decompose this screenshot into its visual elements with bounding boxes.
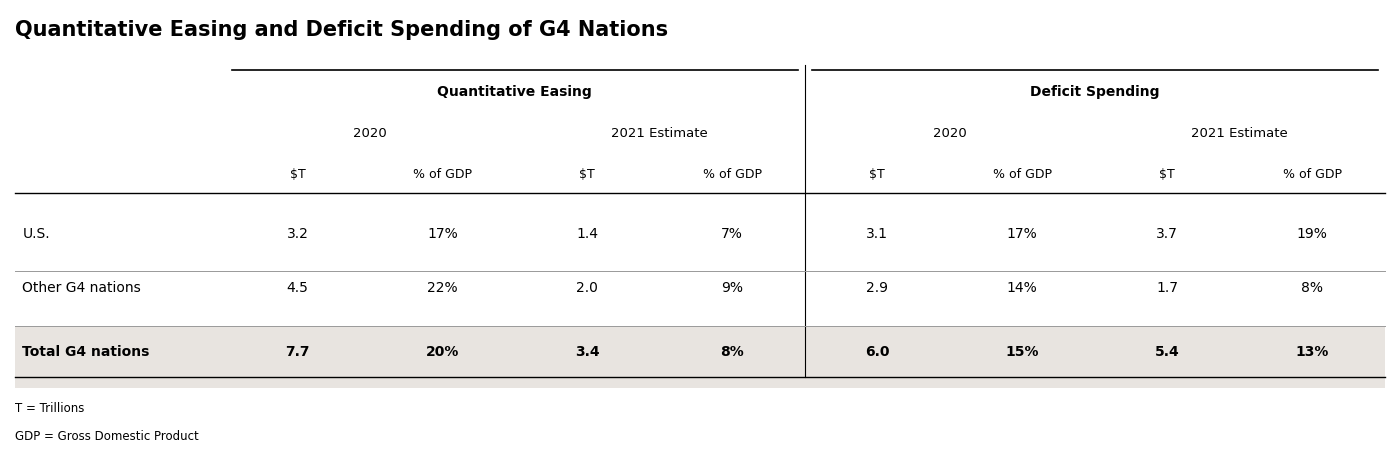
Text: 2021 Estimate: 2021 Estimate	[1191, 127, 1288, 140]
Text: 7%: 7%	[721, 227, 743, 240]
Text: 15%: 15%	[1005, 345, 1039, 359]
Text: U.S.: U.S.	[22, 227, 50, 240]
Text: 2020: 2020	[353, 127, 386, 140]
Text: 2021 Estimate: 2021 Estimate	[612, 127, 708, 140]
Text: Quantitative Easing: Quantitative Easing	[437, 86, 592, 99]
Text: $T: $T	[869, 168, 885, 181]
Text: 4.5: 4.5	[287, 281, 308, 295]
Text: T = Trillions: T = Trillions	[15, 402, 85, 415]
Text: 22%: 22%	[427, 281, 458, 295]
Text: Quantitative Easing and Deficit Spending of G4 Nations: Quantitative Easing and Deficit Spending…	[15, 20, 668, 39]
Text: 19%: 19%	[1296, 227, 1327, 240]
Text: 2.0: 2.0	[577, 281, 598, 295]
Text: 7.7: 7.7	[286, 345, 309, 359]
Text: % of GDP: % of GDP	[413, 168, 472, 181]
Text: 2.9: 2.9	[867, 281, 888, 295]
Text: % of GDP: % of GDP	[1282, 168, 1341, 181]
Text: 14%: 14%	[1007, 281, 1037, 295]
Text: 6.0: 6.0	[865, 345, 889, 359]
Text: $T: $T	[290, 168, 305, 181]
Bar	[15, 327, 1385, 388]
Text: 2020: 2020	[932, 127, 966, 140]
Text: 9%: 9%	[721, 281, 743, 295]
Text: 3.1: 3.1	[867, 227, 888, 240]
Text: 20%: 20%	[426, 345, 459, 359]
Text: % of GDP: % of GDP	[993, 168, 1051, 181]
Text: 17%: 17%	[427, 227, 458, 240]
Text: 17%: 17%	[1007, 227, 1037, 240]
Text: 1.4: 1.4	[577, 227, 598, 240]
Text: 13%: 13%	[1295, 345, 1329, 359]
Text: $T: $T	[580, 168, 595, 181]
Text: $T: $T	[1159, 168, 1175, 181]
Text: 8%: 8%	[721, 345, 745, 359]
Text: 3.2: 3.2	[287, 227, 308, 240]
Text: % of GDP: % of GDP	[703, 168, 762, 181]
Text: Deficit Spending: Deficit Spending	[1030, 86, 1159, 99]
Text: Total G4 nations: Total G4 nations	[22, 345, 150, 359]
Text: Other G4 nations: Other G4 nations	[22, 281, 141, 295]
Text: 3.4: 3.4	[575, 345, 599, 359]
Text: 5.4: 5.4	[1155, 345, 1180, 359]
Text: 3.7: 3.7	[1156, 227, 1179, 240]
Text: GDP = Gross Domestic Product: GDP = Gross Domestic Product	[15, 430, 199, 442]
Text: 8%: 8%	[1301, 281, 1323, 295]
Text: 1.7: 1.7	[1156, 281, 1179, 295]
